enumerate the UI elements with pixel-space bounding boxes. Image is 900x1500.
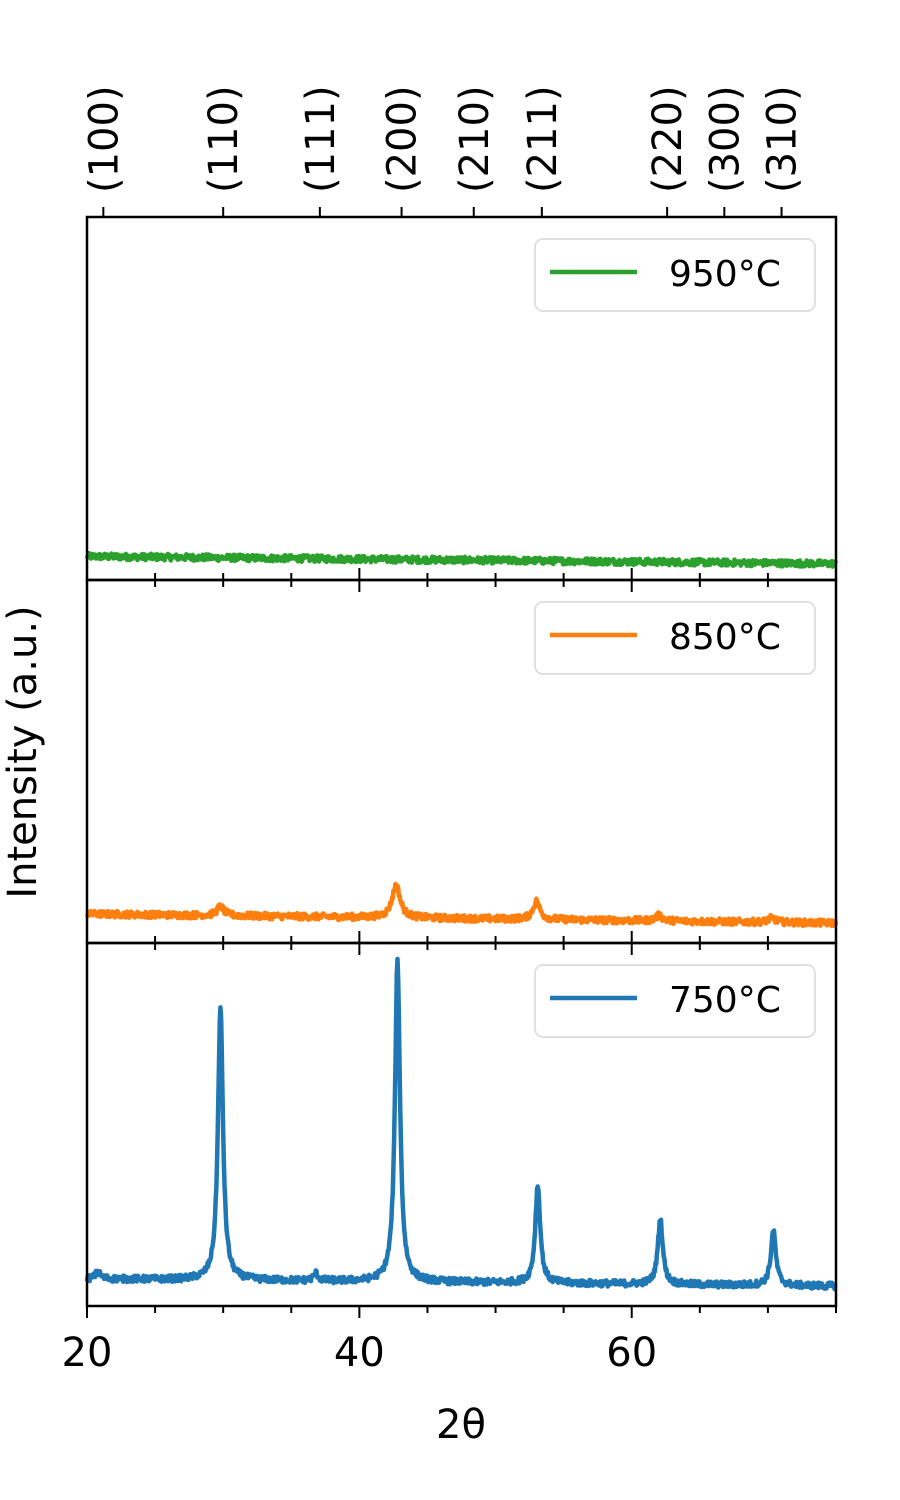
series-line-2 bbox=[84, 881, 839, 929]
legend-label: 750°C bbox=[669, 980, 781, 1021]
x-tick-label: 20 bbox=[62, 1330, 113, 1376]
panel-frame bbox=[85, 941, 838, 1308]
y-axis-title: Intensity (a.u.) bbox=[0, 605, 46, 898]
legend-label: 950°C bbox=[669, 254, 781, 295]
legend-box bbox=[534, 964, 816, 1038]
miller-index-label: (310) bbox=[760, 85, 806, 193]
legend-3: 750°C bbox=[534, 964, 816, 1038]
x-axis-title: 2θ bbox=[436, 1402, 486, 1448]
panels: 950°C 850°C 750°C bbox=[84, 215, 839, 1308]
legend-box bbox=[534, 601, 816, 675]
x-tick-label: 60 bbox=[606, 1330, 657, 1376]
legend-2: 850°C bbox=[534, 601, 816, 675]
miller-index-label: (100) bbox=[81, 85, 127, 193]
miller-index-label: (300) bbox=[702, 85, 748, 193]
miller-index-label: (110) bbox=[201, 85, 247, 193]
miller-index-label: (211) bbox=[520, 85, 566, 193]
legend-box bbox=[534, 238, 816, 312]
legend-1: 950°C bbox=[534, 238, 816, 312]
x-tick-label: 40 bbox=[334, 1330, 385, 1376]
miller-index-label: (210) bbox=[452, 85, 498, 193]
miller-index-labels: (100) (110) (111) (200) (210) (211) (220) (300)… bbox=[81, 85, 806, 217]
panel-1: 950°C bbox=[84, 215, 839, 582]
legend-label: 850°C bbox=[669, 617, 781, 658]
miller-index-label: (111) bbox=[298, 85, 344, 193]
panel-2: 850°C bbox=[84, 578, 839, 945]
x-axis: 20 40 60 bbox=[62, 1306, 837, 1376]
series-line-1 bbox=[84, 550, 839, 569]
panel-3: 750°C bbox=[84, 941, 838, 1308]
series-line-3 bbox=[84, 956, 838, 1292]
miller-index-label: (220) bbox=[645, 85, 691, 193]
miller-index-label: (200) bbox=[380, 85, 426, 193]
